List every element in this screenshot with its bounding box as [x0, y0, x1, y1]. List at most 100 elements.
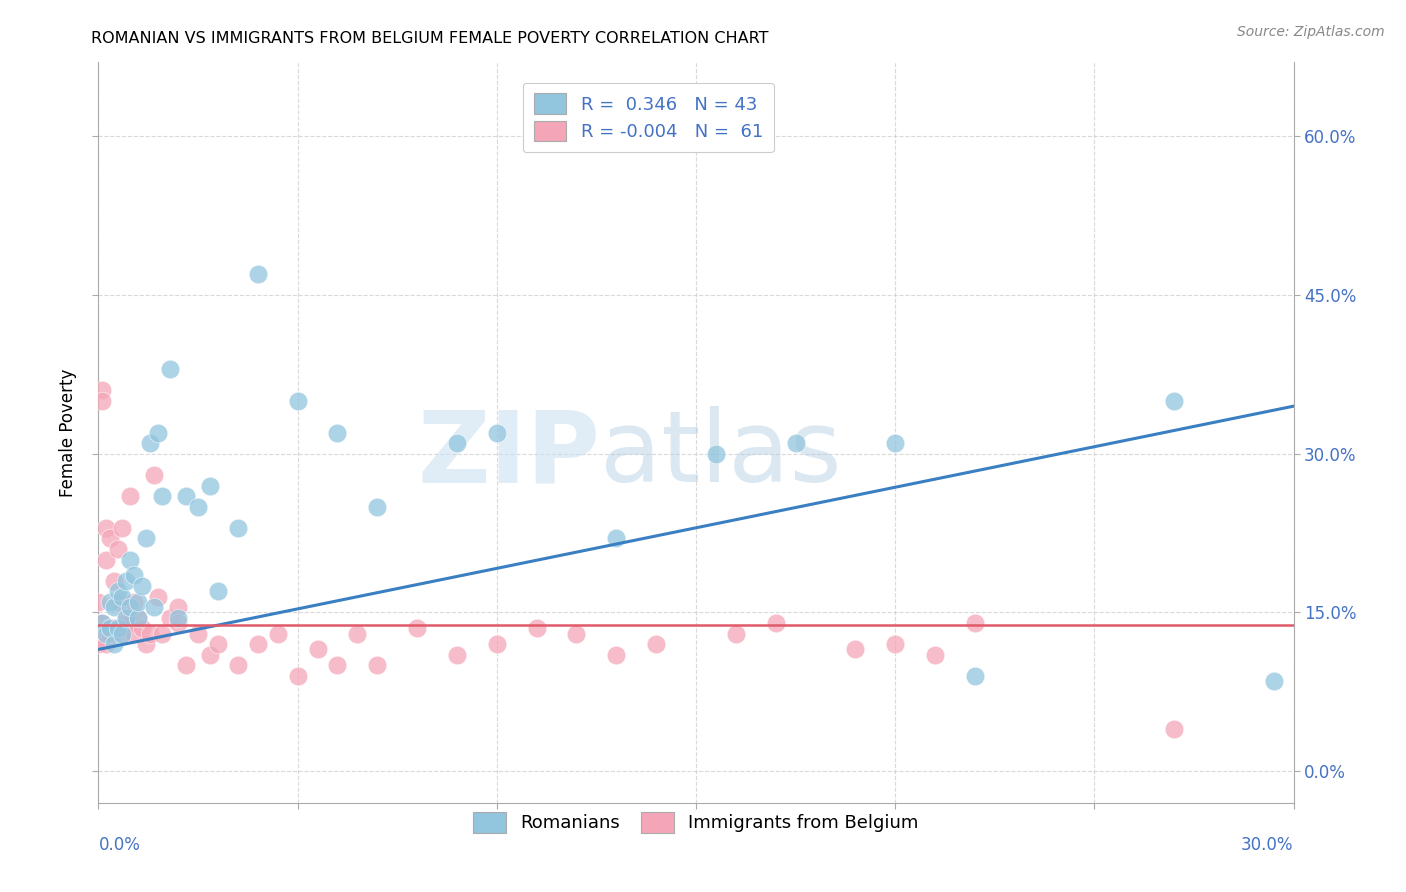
Point — [127, 595, 149, 609]
Point — [526, 621, 548, 635]
Point — [446, 436, 468, 450]
Point — [226, 658, 249, 673]
Point — [91, 615, 114, 630]
Point — [198, 648, 221, 662]
Point — [287, 393, 309, 408]
Point — [87, 626, 110, 640]
Point — [1163, 722, 1185, 736]
Point — [406, 621, 429, 635]
Point — [150, 489, 173, 503]
Point — [884, 637, 907, 651]
Point — [115, 611, 138, 625]
Point — [704, 447, 727, 461]
Point — [103, 637, 125, 651]
Point — [120, 552, 142, 566]
Point — [87, 595, 110, 609]
Point — [96, 637, 118, 651]
Point — [167, 615, 190, 630]
Point — [605, 648, 627, 662]
Point — [159, 611, 181, 625]
Text: 30.0%: 30.0% — [1241, 836, 1294, 855]
Point — [124, 568, 146, 582]
Point — [287, 669, 309, 683]
Point — [366, 500, 388, 514]
Point — [131, 621, 153, 635]
Point — [120, 489, 142, 503]
Y-axis label: Female Poverty: Female Poverty — [59, 368, 77, 497]
Point — [326, 658, 349, 673]
Text: 0.0%: 0.0% — [98, 836, 141, 855]
Point — [1263, 674, 1285, 689]
Point — [111, 626, 134, 640]
Point — [120, 615, 142, 630]
Point — [98, 595, 122, 609]
Point — [645, 637, 668, 651]
Point — [167, 600, 190, 615]
Point — [207, 637, 229, 651]
Point — [115, 574, 138, 588]
Point — [485, 637, 508, 651]
Point — [198, 478, 221, 492]
Point — [91, 384, 114, 398]
Point — [187, 626, 209, 640]
Point — [150, 626, 173, 640]
Point — [844, 642, 866, 657]
Text: Source: ZipAtlas.com: Source: ZipAtlas.com — [1237, 25, 1385, 39]
Point — [107, 541, 129, 556]
Point — [107, 595, 129, 609]
Point — [135, 637, 157, 651]
Point — [139, 626, 162, 640]
Point — [1163, 393, 1185, 408]
Point — [246, 637, 269, 651]
Point — [765, 615, 787, 630]
Point — [143, 600, 166, 615]
Point — [187, 500, 209, 514]
Point — [131, 579, 153, 593]
Point — [87, 615, 110, 630]
Point — [207, 584, 229, 599]
Point — [120, 600, 142, 615]
Legend: Romanians, Immigrants from Belgium: Romanians, Immigrants from Belgium — [464, 803, 928, 842]
Text: ROMANIAN VS IMMIGRANTS FROM BELGIUM FEMALE POVERTY CORRELATION CHART: ROMANIAN VS IMMIGRANTS FROM BELGIUM FEMA… — [91, 31, 769, 46]
Point — [98, 621, 122, 635]
Point — [565, 626, 588, 640]
Point — [884, 436, 907, 450]
Point — [924, 648, 946, 662]
Point — [446, 648, 468, 662]
Point — [111, 590, 134, 604]
Point — [111, 521, 134, 535]
Text: atlas: atlas — [600, 407, 842, 503]
Point — [107, 621, 129, 635]
Point — [174, 489, 197, 503]
Point — [167, 611, 190, 625]
Point — [91, 393, 114, 408]
Point — [96, 626, 118, 640]
Point — [96, 552, 118, 566]
Point — [267, 626, 290, 640]
Point — [103, 574, 125, 588]
Point — [724, 626, 747, 640]
Point — [485, 425, 508, 440]
Text: ZIP: ZIP — [418, 407, 600, 503]
Point — [124, 595, 146, 609]
Point — [111, 626, 134, 640]
Point — [143, 467, 166, 482]
Point — [307, 642, 329, 657]
Point — [115, 615, 138, 630]
Point — [103, 621, 125, 635]
Point — [605, 532, 627, 546]
Point — [346, 626, 368, 640]
Point — [174, 658, 197, 673]
Point — [135, 532, 157, 546]
Point — [107, 584, 129, 599]
Point — [139, 436, 162, 450]
Point — [159, 362, 181, 376]
Point — [326, 425, 349, 440]
Point — [127, 611, 149, 625]
Point — [91, 615, 114, 630]
Point — [124, 626, 146, 640]
Point — [96, 521, 118, 535]
Point — [87, 637, 110, 651]
Point — [96, 621, 118, 635]
Point — [98, 532, 122, 546]
